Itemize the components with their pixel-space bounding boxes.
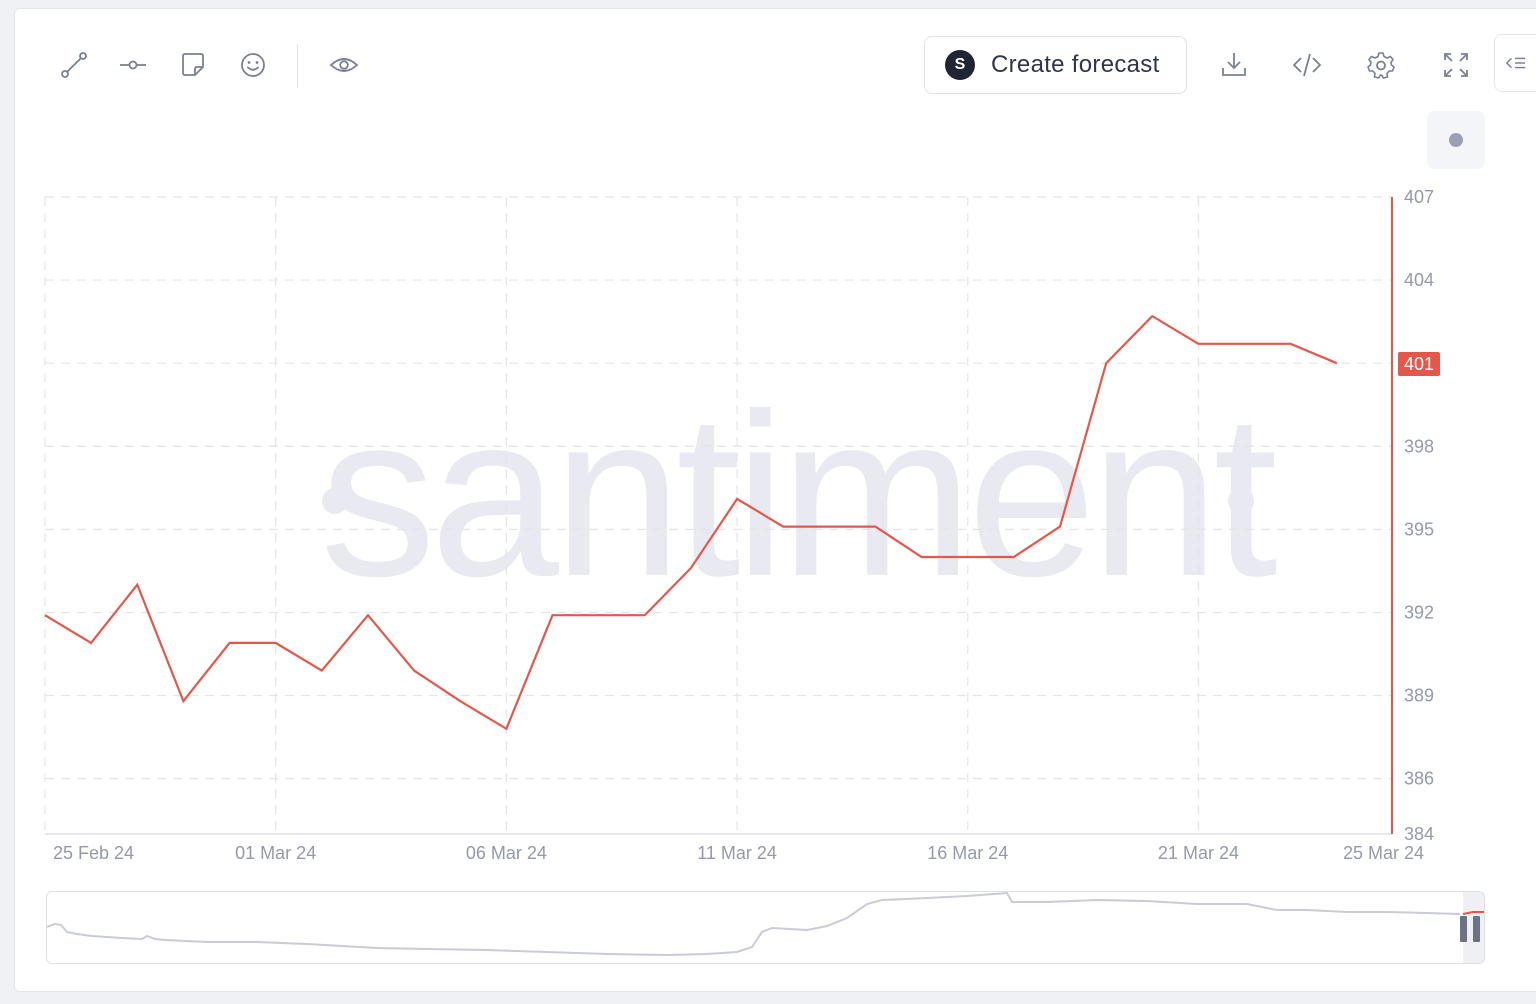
y-tick-label: 404 [1404,270,1434,290]
dot-icon [1449,133,1463,147]
fullscreen-button[interactable] [1436,45,1476,85]
chart-grid [44,196,1392,834]
y-tick-label: 395 [1404,519,1434,539]
navigator-handle-left[interactable] [1460,916,1467,942]
download-icon [1222,53,1246,76]
x-tick-label: 01 Mar 24 [235,843,316,863]
navigator-minimap [47,892,1484,963]
create-forecast-label: Create forecast [991,51,1160,78]
settings-button[interactable] [1361,45,1401,85]
x-tick-label: 25 Feb 24 [53,843,134,863]
eye-icon [329,58,359,72]
smiley-icon [241,53,265,77]
santiment-logo-icon: S [945,50,975,80]
x-tick-label: 25 Mar 24 [1343,843,1424,863]
navigator-selected-line [1462,911,1484,915]
y-tick-label: 398 [1404,436,1434,456]
sidebar-toggle-button[interactable] [1494,34,1536,92]
x-tick-label: 16 Mar 24 [927,843,1008,863]
range-navigator[interactable] [46,891,1485,964]
y-tick-label: 386 [1404,769,1434,789]
last-value-label: 401 [1398,352,1440,376]
y-tick-label: 392 [1404,602,1434,622]
navigator-handle-right[interactable] [1473,916,1480,942]
gear-icon [1367,52,1395,79]
chart-axes [45,197,1393,835]
x-axis-ticks: 25 Feb 24 01 Mar 24 06 Mar 24 11 Mar 24 16 M… [53,843,1424,863]
toolbar-divider [297,44,298,88]
embed-button[interactable] [1287,45,1327,85]
chart-series [44,314,1338,731]
x-tick-label: 06 Mar 24 [466,843,547,863]
navigator-series-line [47,892,1461,957]
x-tick-label: 11 Mar 24 [697,843,777,863]
metric-dot-button[interactable] [1427,111,1485,169]
y-axis-ticks: 384386389392395398401404407 [1404,187,1434,844]
emoji-tool[interactable] [233,45,273,85]
watermark-dot-right [1228,488,1254,514]
y-tick-label: 384 [1404,824,1434,844]
code-icon [1292,53,1322,77]
create-forecast-button[interactable]: S Create forecast [924,36,1187,94]
horizontal-line-tool[interactable] [113,45,153,85]
series-line [44,314,1338,731]
chart-panel [14,8,1536,992]
trend-line-tool[interactable] [54,45,94,85]
sticky-note-icon [182,53,204,76]
y-tick-label: 407 [1404,187,1434,207]
collapse-list-icon [1505,57,1525,69]
watermark-dot-left [322,488,348,514]
visibility-tool[interactable] [324,45,364,85]
line-segment-icon [61,52,87,78]
expand-icon [1444,53,1468,77]
download-button[interactable] [1214,45,1254,85]
santiment-watermark: santiment [320,366,1278,625]
note-tool[interactable] [173,45,213,85]
x-tick-label: 21 Mar 24 [1158,843,1239,863]
horizontal-ray-icon [120,60,146,70]
y-tick-label: 389 [1404,686,1434,706]
